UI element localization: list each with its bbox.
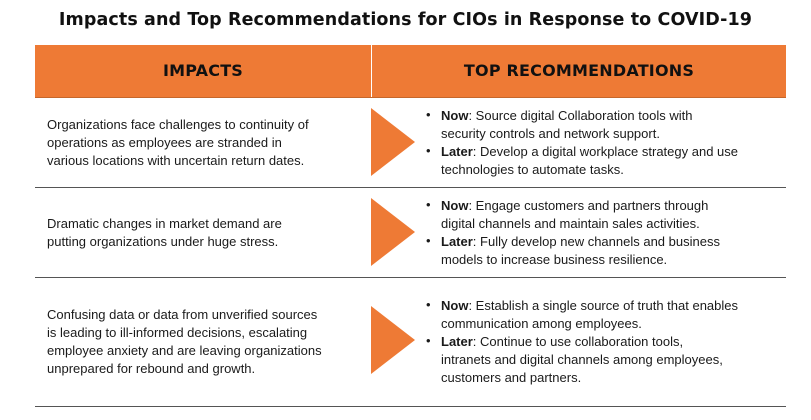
recommendation-item: • Later: Continue to use collaboration t… bbox=[423, 333, 783, 387]
table-row: Dramatic changes in market demand are pu… bbox=[35, 188, 786, 278]
recommendation-term: Later bbox=[441, 334, 473, 349]
recommendation-text: : Source digital Collaboration tools wit… bbox=[468, 107, 693, 123]
arrow-right-icon bbox=[371, 198, 415, 266]
impact-cell: Dramatic changes in market demand are pu… bbox=[35, 188, 355, 277]
recommendation-item: • Later: Fully develop new channels and … bbox=[423, 233, 783, 269]
table-header: IMPACTS TOP RECOMMENDATIONS bbox=[35, 45, 786, 98]
bullet-icon: • bbox=[426, 106, 431, 122]
recommendation-text: communication among employees. bbox=[441, 316, 642, 331]
bullet-icon: • bbox=[426, 333, 431, 348]
bullet-icon: • bbox=[426, 196, 431, 212]
recommendation-text: : Fully develop new channels and busines… bbox=[472, 233, 720, 249]
bullet-icon: • bbox=[426, 297, 431, 312]
recommendation-term: Later bbox=[441, 143, 473, 159]
bullet-icon: • bbox=[426, 142, 431, 158]
recommendation-item: • Now: Engage customers and partners thr… bbox=[423, 197, 783, 233]
recommendation-term: Later bbox=[441, 233, 473, 249]
recommendation-term: Now bbox=[441, 197, 469, 213]
impact-line: Confusing data or data from unverified s… bbox=[47, 307, 318, 322]
table-row: Confusing data or data from unverified s… bbox=[35, 278, 786, 407]
recommendation-term: Now bbox=[441, 107, 469, 123]
impacts-recommendations-table: IMPACTS TOP RECOMMENDATIONS Organization… bbox=[35, 45, 786, 407]
recommendation-term: Now bbox=[441, 298, 469, 313]
recommendation-item: • Now: Establish a single source of trut… bbox=[423, 297, 783, 333]
arrow-right-icon bbox=[371, 306, 415, 374]
recommendation-text: : Engage customers and partners through bbox=[468, 197, 709, 213]
recommendation-text: models to increase business resilience. bbox=[441, 251, 668, 267]
recommendation-text: : Develop a digital workplace strategy a… bbox=[472, 143, 739, 159]
header-top-recommendations: TOP RECOMMENDATIONS bbox=[463, 61, 695, 80]
impact-cell: Confusing data or data from unverified s… bbox=[35, 278, 355, 406]
impact-line: putting organizations under huge stress. bbox=[47, 233, 279, 249]
recommendation-text: : Continue to use collaboration tools, bbox=[472, 334, 684, 349]
bullet-icon: • bbox=[426, 232, 431, 248]
recommendation-text: customers and partners. bbox=[441, 370, 582, 385]
arrow-right-icon bbox=[371, 108, 415, 176]
impact-cell: Organizations face challenges to continu… bbox=[35, 98, 355, 187]
impact-line: operations as employees are stranded in bbox=[47, 134, 282, 150]
recommendations-cell: • Now: Establish a single source of trut… bbox=[423, 278, 783, 406]
recommendations-cell: • Now: Engage customers and partners thr… bbox=[423, 188, 783, 277]
recommendation-text: : Establish a single source of truth tha… bbox=[468, 298, 738, 313]
table-row: Organizations face challenges to continu… bbox=[35, 98, 786, 188]
recommendation-item: • Now: Source digital Collaboration tool… bbox=[423, 107, 783, 143]
impact-line: employee anxiety and are leaving organiz… bbox=[47, 343, 322, 358]
recommendation-text: security controls and network support. bbox=[441, 125, 660, 141]
recommendation-item: • Later: Develop a digital workplace str… bbox=[423, 143, 783, 179]
recommendation-text: intranets and digital channels among emp… bbox=[441, 352, 723, 367]
recommendation-text: digital channels and maintain sales acti… bbox=[441, 215, 700, 231]
impact-line: is leading to ill-informed decisions, es… bbox=[47, 325, 308, 340]
recommendations-cell: • Now: Source digital Collaboration tool… bbox=[423, 98, 783, 187]
impact-line: Dramatic changes in market demand are bbox=[47, 215, 282, 231]
header-impacts: IMPACTS bbox=[35, 45, 372, 97]
page-title: Impacts and Top Recommendations for CIOs… bbox=[58, 10, 753, 30]
recommendation-text: technologies to automate tasks. bbox=[441, 161, 624, 177]
impact-line: Organizations face challenges to continu… bbox=[47, 116, 309, 132]
impact-line: various locations with uncertain return … bbox=[47, 152, 305, 168]
impact-line: unprepared for rebound and growth. bbox=[47, 361, 256, 376]
